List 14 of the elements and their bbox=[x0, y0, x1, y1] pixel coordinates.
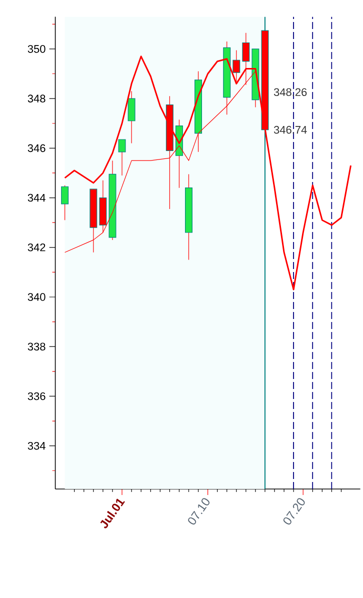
y-tick-label: 336 bbox=[28, 392, 46, 400]
y-tick-label: 340 bbox=[28, 293, 46, 301]
y-tick-label: 346 bbox=[28, 144, 46, 152]
candlestick bbox=[118, 139, 126, 176]
y-tick-label: 344 bbox=[28, 194, 46, 202]
candlestick bbox=[61, 185, 69, 220]
candlestick bbox=[128, 90, 136, 144]
y-tick-label: 350 bbox=[28, 45, 46, 53]
y-tick-label: 334 bbox=[28, 442, 46, 450]
annotation: 348.26 bbox=[274, 88, 307, 96]
y-tick-label: 342 bbox=[28, 244, 46, 252]
y-tick-label: 338 bbox=[28, 342, 46, 351]
annotation: 346.74 bbox=[274, 126, 307, 134]
y-tick-label: 348 bbox=[28, 94, 46, 102]
